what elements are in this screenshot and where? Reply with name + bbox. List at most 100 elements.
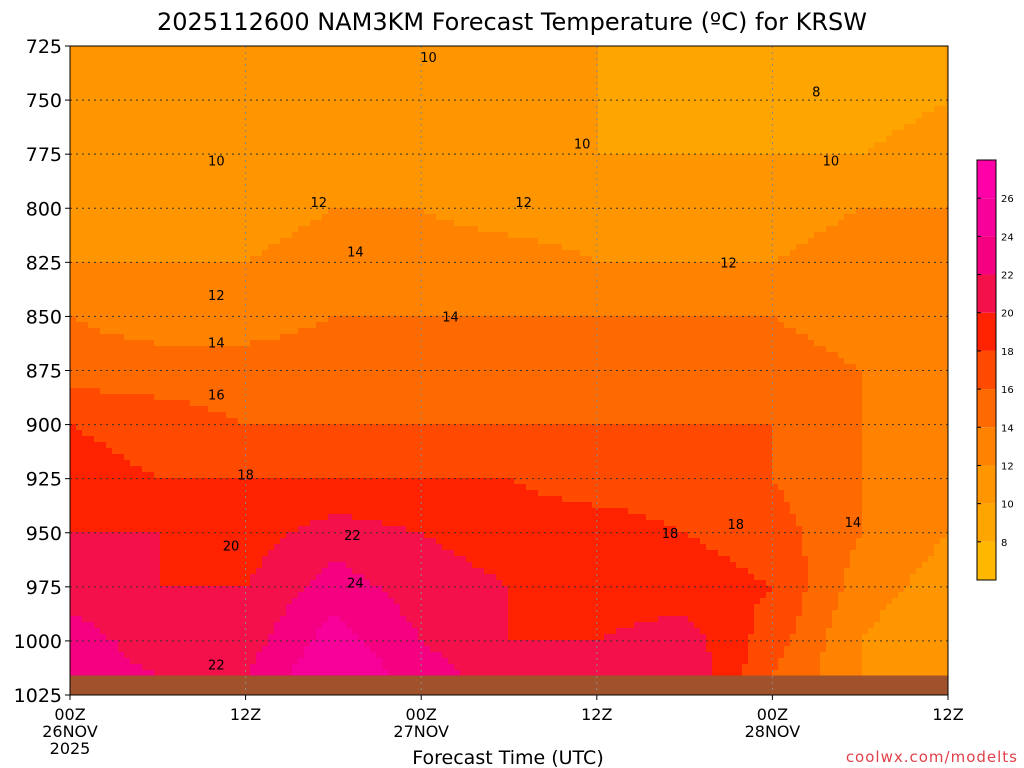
field-cell [574,232,581,239]
field-cell [856,238,863,245]
field-cell [424,94,431,101]
field-cell [442,136,449,143]
field-cell [340,88,347,95]
field-cell [484,238,491,245]
field-cell [592,118,599,125]
field-cell [322,130,329,137]
field-cell [868,136,875,143]
field-cell [244,106,251,113]
field-cell [172,202,179,209]
field-cell [412,100,419,107]
field-cell [748,46,755,53]
field-cell [298,64,305,71]
field-cell [184,232,191,239]
field-cell [838,232,845,239]
field-cell [838,88,845,95]
field-cell [862,166,869,173]
field-cell [892,202,899,209]
field-cell [928,52,935,59]
field-cell [574,58,581,65]
field-cell [724,70,731,77]
field-cell [448,202,455,209]
field-cell [664,76,671,83]
field-cell [634,208,641,215]
field-cell [706,238,713,245]
field-cell [304,184,311,191]
field-cell [826,130,833,137]
field-cell [508,52,515,59]
field-cell [430,220,437,227]
field-cell [358,124,365,131]
field-cell [316,112,323,119]
field-cell [322,148,329,155]
field-cell [526,58,533,65]
field-cell [478,160,485,167]
field-cell [178,136,185,143]
field-cell [304,208,311,215]
field-cell [76,178,83,185]
field-cell [532,172,539,179]
field-cell [400,64,407,71]
field-cell [634,142,641,149]
field-cell [700,226,707,233]
field-cell [484,106,491,113]
field-cell [826,76,833,83]
field-cell [580,154,587,161]
field-cell [892,64,899,71]
field-cell [880,220,887,227]
field-cell [616,172,623,179]
field-cell [712,130,719,137]
field-cell [874,70,881,77]
field-cell [238,196,245,203]
field-cell [754,118,761,125]
field-cell [220,58,227,65]
field-cell [418,82,425,89]
field-cell [556,52,563,59]
field-cell [640,94,647,101]
field-cell [202,130,209,137]
field-cell [184,94,191,101]
field-cell [814,226,821,233]
field-cell [142,190,149,197]
field-cell [286,220,293,227]
field-cell [688,226,695,233]
field-cell [298,76,305,83]
field-cell [652,160,659,167]
field-cell [412,106,419,113]
field-cell [772,214,779,221]
field-cell [682,106,689,113]
field-cell [934,202,941,209]
field-cell [400,238,407,245]
field-cell [592,64,599,71]
field-cell [352,202,359,209]
field-cell [586,100,593,107]
field-cell [688,106,695,113]
field-cell [280,142,287,149]
field-cell [676,70,683,77]
field-cell [838,220,845,227]
field-cell [196,70,203,77]
field-cell [874,136,881,143]
field-cell [622,106,629,113]
field-cell [838,238,845,245]
field-cell [340,82,347,89]
field-cell [334,58,341,65]
field-cell [430,148,437,155]
field-cell [748,76,755,83]
field-cell [502,106,509,113]
field-cell [676,226,683,233]
field-cell [460,82,467,89]
field-cell [790,100,797,107]
field-cell [106,232,113,239]
field-cell [550,142,557,149]
field-cell [460,154,467,161]
field-cell [892,232,899,239]
field-cell [118,118,125,125]
field-cell [790,82,797,89]
field-cell [736,148,743,155]
field-cell [232,130,239,137]
field-cell [484,202,491,209]
field-cell [706,214,713,221]
field-cell [352,136,359,143]
field-cell [586,190,593,197]
